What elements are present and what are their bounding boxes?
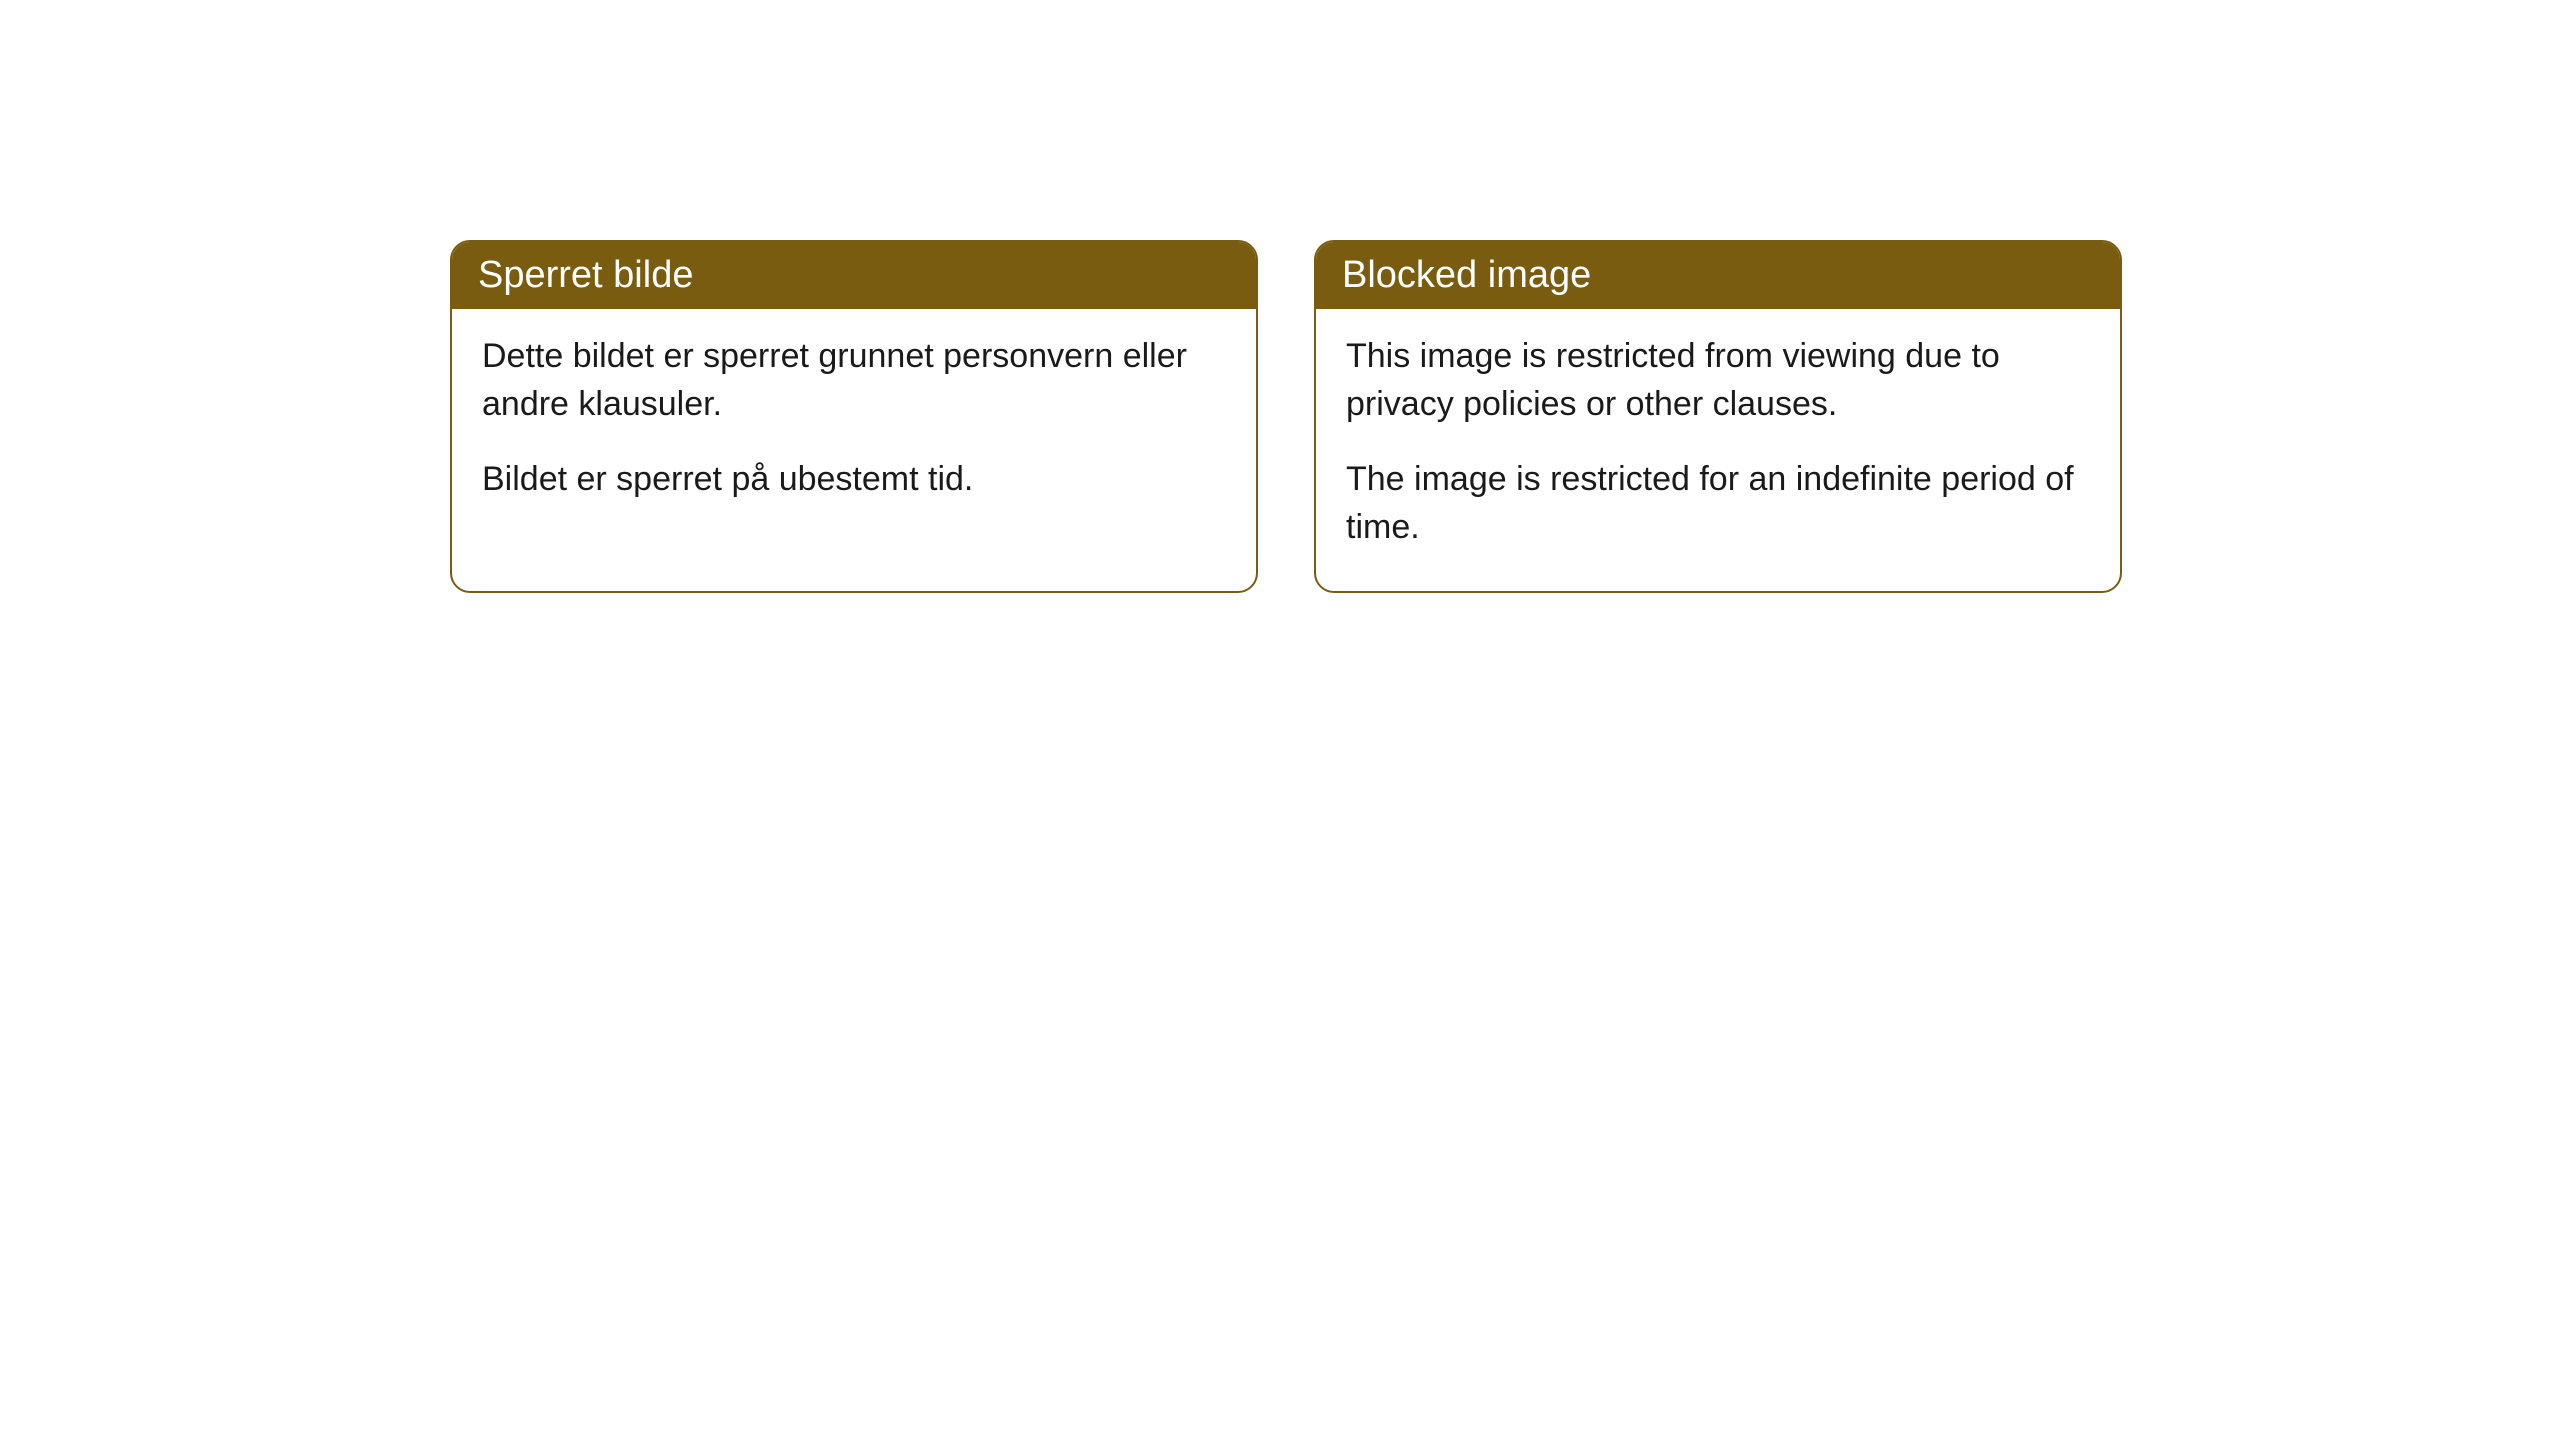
notice-cards-container: Sperret bilde Dette bildet er sperret gr… — [0, 0, 2560, 593]
card-paragraph-2: Bildet er sperret på ubestemt tid. — [482, 456, 1226, 504]
card-header: Sperret bilde — [452, 242, 1256, 309]
card-header: Blocked image — [1316, 242, 2120, 309]
card-paragraph-1: This image is restricted from viewing du… — [1346, 333, 2090, 428]
notice-card-english: Blocked image This image is restricted f… — [1314, 240, 2122, 593]
card-paragraph-2: The image is restricted for an indefinit… — [1346, 456, 2090, 551]
notice-card-norwegian: Sperret bilde Dette bildet er sperret gr… — [450, 240, 1258, 593]
card-title: Sperret bilde — [478, 254, 693, 296]
card-body: This image is restricted from viewing du… — [1316, 309, 2120, 591]
card-body: Dette bildet er sperret grunnet personve… — [452, 309, 1256, 544]
card-title: Blocked image — [1342, 254, 1591, 296]
card-paragraph-1: Dette bildet er sperret grunnet personve… — [482, 333, 1226, 428]
